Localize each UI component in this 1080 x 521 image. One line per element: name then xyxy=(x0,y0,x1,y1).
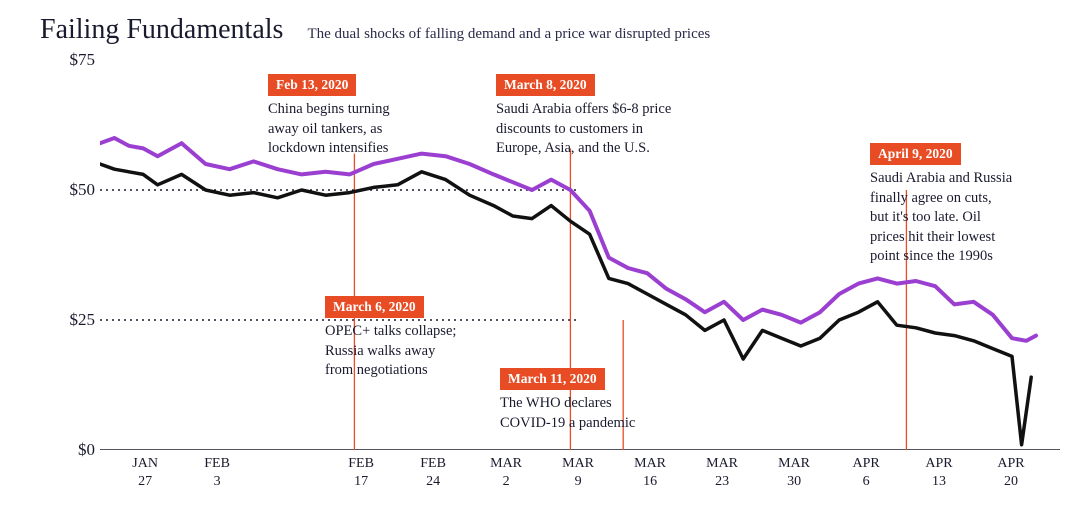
annotation-text: OPEC+ talks collapse; Russia walks away … xyxy=(325,323,456,378)
chart-title: Failing Fundamentals xyxy=(40,14,283,46)
annotation-date-badge: April 9, 2020 xyxy=(870,143,961,165)
y-tick-label: $25 xyxy=(70,310,96,330)
y-tick-label: $50 xyxy=(70,180,96,200)
x-tick-label: APR 13 xyxy=(925,455,952,490)
annotation-feb13: Feb 13, 2020 China begins turning away oi… xyxy=(268,74,458,159)
annotation-date-badge: March 11, 2020 xyxy=(500,368,605,390)
chart-header: Failing Fundamentals The dual shocks of … xyxy=(40,14,1040,46)
x-tick-label: JAN 27 xyxy=(132,455,158,490)
y-tick-label: $75 xyxy=(70,50,96,70)
annotation-apr9: April 9, 2020 Saudi Arabia and Russia fin… xyxy=(870,143,1070,267)
x-tick-label: FEB 24 xyxy=(420,455,446,490)
annotation-text: Saudi Arabia offers $6-8 price discounts… xyxy=(496,101,671,156)
x-tick-label: MAR 23 xyxy=(706,455,738,490)
annotation-text: China begins turning away oil tankers, a… xyxy=(268,101,390,156)
annotation-date-badge: March 6, 2020 xyxy=(325,296,424,318)
x-tick-label: FEB 3 xyxy=(204,455,230,490)
annotation-date-badge: March 8, 2020 xyxy=(496,74,595,96)
annotation-date-badge: Feb 13, 2020 xyxy=(268,74,356,96)
x-tick-label: MAR 30 xyxy=(778,455,810,490)
annotation-mar6: March 6, 2020 OPEC+ talks collapse; Russi… xyxy=(325,296,505,381)
x-tick-label: MAR 9 xyxy=(562,455,594,490)
chart-subtitle: The dual shocks of falling demand and a … xyxy=(307,26,710,43)
annotation-mar8: March 8, 2020 Saudi Arabia offers $6-8 pr… xyxy=(496,74,736,159)
x-tick-label: MAR 16 xyxy=(634,455,666,490)
x-tick-label: APR 20 xyxy=(997,455,1024,490)
y-tick-label: $0 xyxy=(78,440,95,460)
annotation-text: Saudi Arabia and Russia finally agree on… xyxy=(870,170,1012,264)
x-tick-label: APR 6 xyxy=(852,455,879,490)
y-axis-labels: $0$25$50$75 xyxy=(40,60,95,450)
x-tick-label: MAR 2 xyxy=(490,455,522,490)
annotation-mar11: March 11, 2020 The WHO declares COVID-19 … xyxy=(500,368,690,433)
annotation-text: The WHO declares COVID-19 a pandemic xyxy=(500,395,635,431)
x-tick-label: FEB 17 xyxy=(348,455,374,490)
